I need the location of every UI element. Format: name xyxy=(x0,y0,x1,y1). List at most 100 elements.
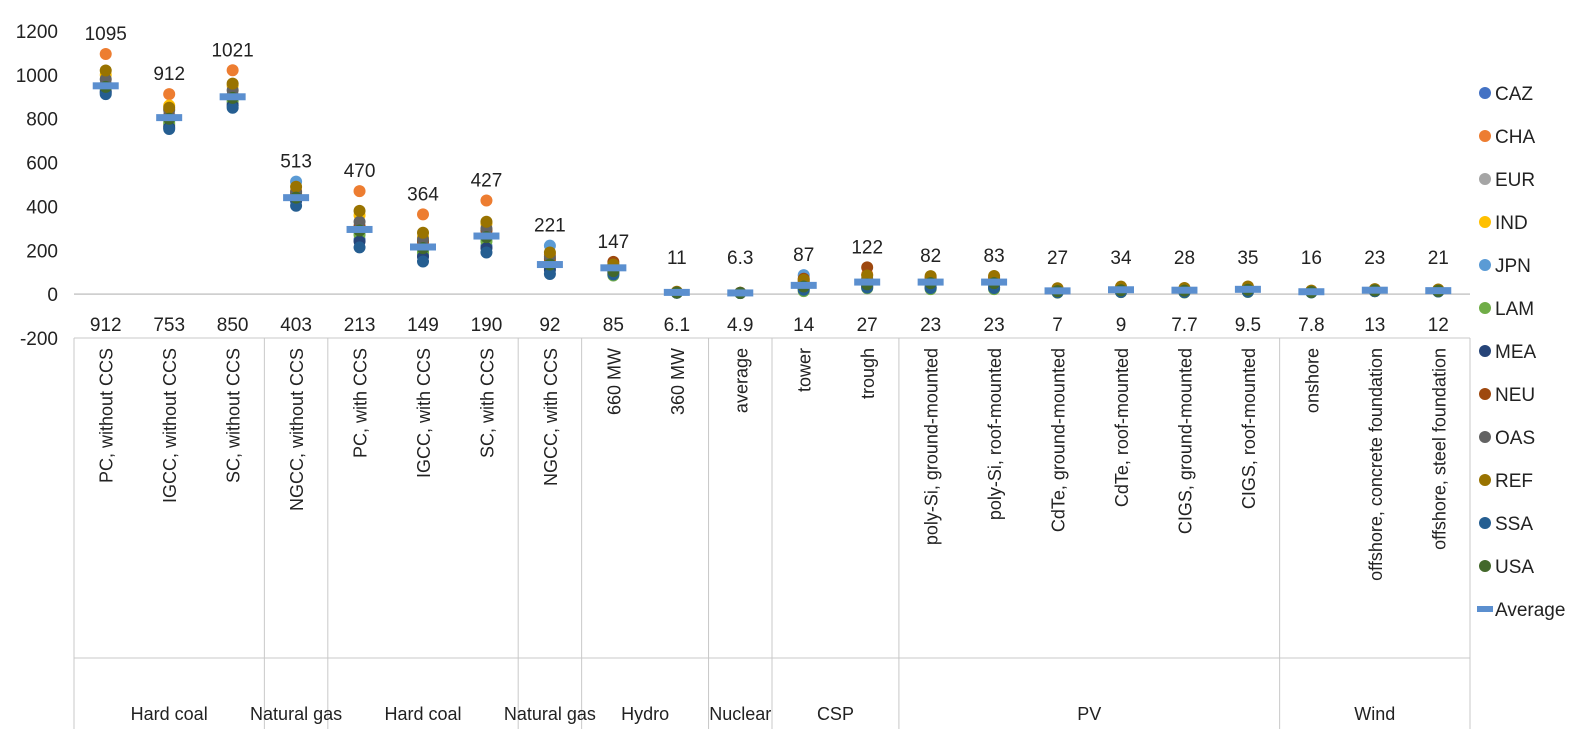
data-point-ssa xyxy=(543,267,556,280)
max-value-label: 221 xyxy=(534,216,566,237)
max-value-label: 27 xyxy=(1047,248,1068,269)
min-value-label: 85 xyxy=(603,315,624,336)
average-marker xyxy=(981,278,1008,286)
max-value-label: 912 xyxy=(153,64,185,85)
max-value-label: 470 xyxy=(344,161,376,182)
average-marker xyxy=(1361,286,1388,294)
max-value-label: 1021 xyxy=(211,40,253,61)
category-label: IGCC, with CCS xyxy=(414,348,434,478)
y-tick-label: 600 xyxy=(26,154,58,175)
min-value-label: 850 xyxy=(217,315,249,336)
category-label: NGCC, with CCS xyxy=(541,348,561,486)
legend-label: NEU xyxy=(1495,385,1535,406)
average-marker xyxy=(790,281,817,289)
legend-label: REF xyxy=(1495,471,1533,492)
min-value-label: 23 xyxy=(984,315,1005,336)
category-label: IGCC, without CCS xyxy=(160,348,180,503)
legend-marker-oas xyxy=(1479,431,1491,443)
average-marker xyxy=(410,243,436,251)
y-tick-label: 1000 xyxy=(16,66,58,87)
average-marker xyxy=(156,114,183,122)
data-point-ref xyxy=(543,246,556,259)
min-value-label: 213 xyxy=(344,315,376,336)
min-value-label: 403 xyxy=(280,315,312,336)
average-marker xyxy=(1108,286,1134,294)
max-value-label: 147 xyxy=(598,232,630,253)
min-value-label: 13 xyxy=(1364,315,1385,336)
category-label: poly-Si, roof-mounted xyxy=(985,348,1005,520)
max-value-label: 23 xyxy=(1364,248,1385,269)
data-point-ref xyxy=(417,226,429,239)
group-label: Wind xyxy=(1354,704,1395,724)
category-label: trough xyxy=(858,348,878,399)
category-label: SC, without CCS xyxy=(224,348,244,483)
min-value-label: 14 xyxy=(793,315,815,336)
group-label: Hard coal xyxy=(131,704,208,724)
min-value-label: 190 xyxy=(471,315,503,336)
y-tick-label: 0 xyxy=(47,285,58,306)
legend-marker-lam xyxy=(1479,302,1491,314)
y-tick-label: 400 xyxy=(26,197,58,218)
category-label: onshore xyxy=(1302,348,1322,413)
data-point-cha xyxy=(417,208,429,221)
group-label: Natural gas xyxy=(250,704,342,724)
data-point-cha xyxy=(163,88,176,101)
data-point-ssa xyxy=(226,101,239,114)
legend: CAZ CHA EUR IND JPN LAM MEA NEU OAS REF SSA USA Aver… xyxy=(1477,84,1565,621)
max-value-label: 513 xyxy=(280,152,312,173)
min-value-label: 9.5 xyxy=(1235,315,1261,336)
legend-label: SSA xyxy=(1495,514,1533,535)
category-label: CIGS, ground-mounted xyxy=(1175,348,1195,534)
legend-marker-ind xyxy=(1479,216,1491,228)
min-value-label: 149 xyxy=(407,315,439,336)
max-value-label: 83 xyxy=(984,246,1005,267)
average-marker xyxy=(473,232,500,240)
data-point-ref xyxy=(163,101,176,114)
average-marker xyxy=(663,288,690,296)
average-marker xyxy=(1044,287,1071,295)
average-marker xyxy=(92,82,119,90)
y-tick-label: -200 xyxy=(20,329,58,350)
legend-label: Average xyxy=(1495,600,1565,621)
category-label: PC, without CCS xyxy=(97,348,117,483)
average-marker xyxy=(727,289,754,297)
average-marker xyxy=(536,261,563,269)
group-label: Natural gas xyxy=(504,704,596,724)
data-point-ref xyxy=(861,269,874,282)
legend-label: LAM xyxy=(1495,299,1534,320)
max-value-label: 21 xyxy=(1428,248,1449,269)
category-label: PC, with CCS xyxy=(351,348,371,458)
max-value-label: 82 xyxy=(920,246,941,267)
max-value-label: 35 xyxy=(1237,248,1258,269)
max-value-label: 1095 xyxy=(85,24,127,45)
min-value-label: 92 xyxy=(539,315,560,336)
legend-label: EUR xyxy=(1495,170,1535,191)
min-value-label: 12 xyxy=(1428,315,1449,336)
category-label: offshore, concrete foundation xyxy=(1366,348,1386,581)
category-label: average xyxy=(731,348,751,413)
data-point-ref xyxy=(290,180,303,193)
group-label: CSP xyxy=(817,704,854,724)
max-value-label: 28 xyxy=(1174,248,1195,269)
legend-marker-neu xyxy=(1479,388,1491,400)
legend-label: CAZ xyxy=(1495,84,1533,105)
legend-label: MEA xyxy=(1495,342,1537,363)
min-value-label: 753 xyxy=(153,315,185,336)
legend-label: JPN xyxy=(1495,256,1531,277)
average-marker xyxy=(219,93,246,101)
data-point-ref xyxy=(226,77,239,90)
category-label: CdTe, roof-mounted xyxy=(1112,348,1132,507)
data-point-cha xyxy=(353,185,366,198)
legend-label: IND xyxy=(1495,213,1528,234)
y-tick-label: 800 xyxy=(26,110,58,131)
group-label: Hard coal xyxy=(384,704,461,724)
legend-label: CHA xyxy=(1495,127,1535,148)
data-point-ssa xyxy=(480,246,493,259)
y-axis: -200 0 200 400 600 800 1000 1200 xyxy=(16,22,58,350)
min-value-label: 7.7 xyxy=(1171,315,1197,336)
category-label: CIGS, roof-mounted xyxy=(1239,348,1259,509)
max-value-label: 87 xyxy=(793,245,814,266)
data-point-ref xyxy=(99,64,112,77)
